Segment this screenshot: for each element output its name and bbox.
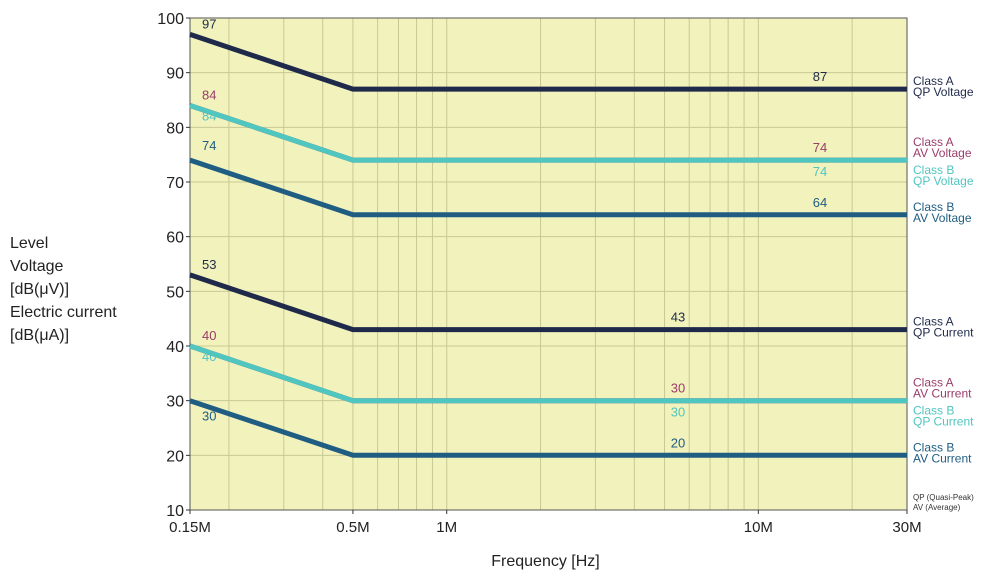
y-axis-label-line: Voltage (10, 258, 64, 275)
series-name-label: Class B (913, 200, 954, 214)
series-line (189, 32, 907, 92)
x-tick-label: 10M (744, 519, 773, 536)
x-tick-label: 30M (892, 519, 921, 536)
series-name-label: Class B (913, 440, 954, 454)
series-name-label: QP Voltage (913, 85, 974, 99)
x-tick-label: 1M (436, 519, 457, 536)
plot-frame (189, 17, 908, 511)
series-name-label: Class B (913, 163, 954, 177)
y-tick-label: 90 (166, 66, 184, 83)
series-end-label: 43 (671, 310, 685, 325)
series-start-label: 84 (202, 108, 216, 123)
y-axis-label-line: Electric current (10, 304, 117, 321)
series-name-label: QP Current (913, 326, 974, 340)
series-name-label: Class A (913, 74, 954, 88)
y-tick-label: 40 (166, 339, 184, 356)
series-start-label: 30 (202, 409, 216, 424)
series-end-label: 87 (813, 69, 827, 84)
y-axis-label-line: [dB(μA)] (10, 327, 70, 344)
series-start-label: 97 (202, 16, 216, 31)
y-axis-label: Level Voltage [dB(μV)] Electric current … (10, 232, 117, 347)
x-tick-label: 0.15M (169, 519, 211, 536)
series-end-label: 30 (671, 381, 685, 396)
x-axis-title: Frequency [Hz] (491, 553, 599, 570)
y-axis-label-line: [dB(μV)] (10, 281, 70, 298)
series-name-label: QP Voltage (913, 174, 974, 188)
series-name-label: AV Voltage (913, 211, 972, 225)
series-end-label: 64 (813, 195, 827, 210)
plot-background (190, 18, 907, 510)
series-start-label: 74 (202, 138, 216, 153)
y-tick-label: 50 (166, 284, 184, 301)
series-name-label: Class A (913, 135, 954, 149)
y-tick-label: 60 (166, 230, 184, 247)
series-name-label: AV Voltage (913, 146, 972, 160)
series-start-label: 53 (202, 257, 216, 272)
y-tick-label: 80 (166, 120, 184, 137)
series-line (189, 157, 907, 218)
y-tick-label: 10 (166, 503, 184, 520)
y-tick-label: 20 (166, 448, 184, 465)
series-name-label: Class A (913, 315, 954, 329)
series-start-label: 40 (202, 328, 216, 343)
series-end-label: 20 (671, 435, 685, 450)
series-name-label: AV Current (913, 387, 972, 401)
series-start-label: 40 (202, 349, 216, 364)
y-tick-label: 100 (157, 11, 184, 28)
series-end-label: 30 (671, 405, 685, 420)
series-name-label: AV Current (913, 451, 972, 465)
series-name-label: QP Current (913, 415, 974, 429)
series-line (189, 343, 907, 404)
series-line (189, 398, 907, 458)
series-line (189, 272, 907, 333)
y-tick-label: 30 (166, 394, 184, 411)
footnote-qp: QP (Quasi-Peak) (913, 493, 974, 502)
series-line (189, 103, 907, 163)
series-name-label: Class B (913, 404, 954, 418)
series-name-label: Class A (913, 376, 954, 390)
series-end-label: 74 (813, 164, 827, 179)
x-tick-label: 0.5M (336, 519, 369, 536)
y-tick-label: 70 (166, 175, 184, 192)
series-start-label: 84 (202, 87, 216, 102)
y-axis-label-line: Level (10, 235, 49, 252)
series-end-label: 74 (813, 140, 827, 155)
footnote-av: AV (Average) (913, 503, 961, 512)
